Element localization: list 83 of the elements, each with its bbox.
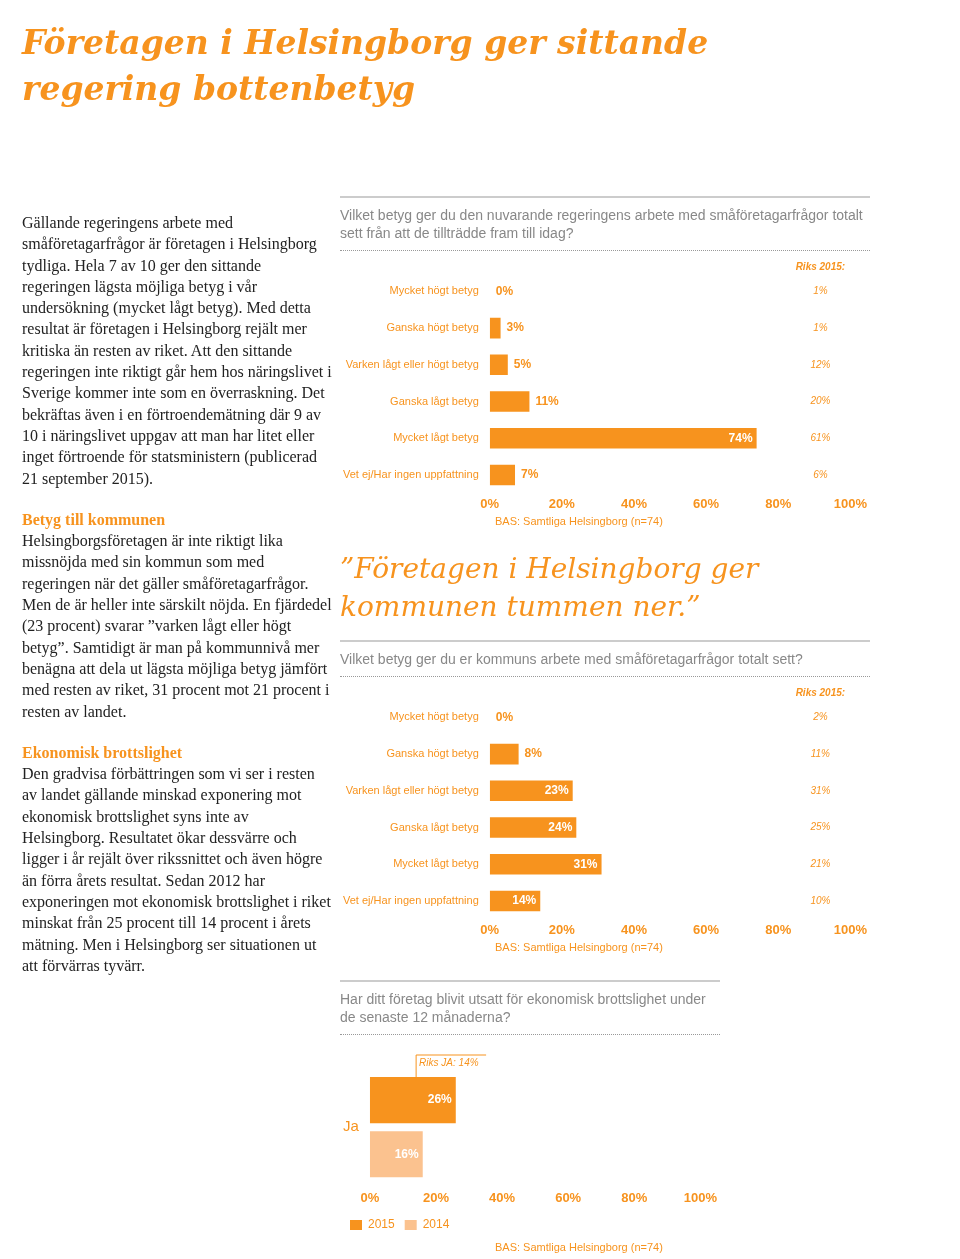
x-tick-label: 80% xyxy=(765,921,792,937)
data-label: 7% xyxy=(521,467,539,482)
text: BAS: Samtliga Helsingborg (n=74) xyxy=(495,941,664,953)
annotation: 2% xyxy=(812,711,828,723)
text: BAS: Samtliga Helsingborg (n=74) xyxy=(495,515,664,527)
annotation: 11% xyxy=(810,747,831,759)
annotation: 21% xyxy=(809,858,831,870)
annotation: 12% xyxy=(810,358,831,370)
y-tick-label: Varken lågt eller högt betyg xyxy=(345,357,479,370)
data-label: 31% xyxy=(573,856,598,871)
data-label: 14% xyxy=(512,893,537,908)
text: Helsingborgsföretagen är inte riktigt lika missnöjda med sin kommun som med regeringen när det gäller småföretagarfrågor. Men de är heller inte särskilt nöjda. En fjärdedel (23 procent) svarar ”varken lågt eller högt betyg”. Samtidigt är man på kommunnivå mer benägna att dela ut lägsta möjliga betyg jämfört med resten av riket, 31 procent mot 21 procent i resten av landet. xyxy=(22,532,332,720)
annotation: 25% xyxy=(809,821,831,833)
x-tick-label: 0% xyxy=(360,1189,380,1205)
chart-title: Vilket betyg ger du er kommuns arbete med småföretagarfrågor totalt sett? xyxy=(340,640,870,677)
y-tick-label: Ganska lågt betyg xyxy=(390,820,479,833)
annotation: 10% xyxy=(810,894,831,906)
x-tick-label: 60% xyxy=(693,921,720,937)
bar xyxy=(489,317,501,339)
y-tick-label: Mycket högt betyg xyxy=(389,284,479,297)
text: Betyg till kommunen xyxy=(22,509,167,531)
x-tick-label: 100% xyxy=(683,1189,718,1205)
x-tick-label: 60% xyxy=(555,1189,582,1205)
x-tick-label: 20% xyxy=(422,1189,450,1205)
x-tick-label: 100% xyxy=(833,921,868,937)
annotation: 20% xyxy=(809,395,831,407)
text: Den gradvisa förbättringen som vi ser i resten av landet gällande minskad exponering mot ekonomisk brottslighet syns inte av Helsingborg. Resultatet ökar dessvärre och ligger i år rejält över rikssnittet och även högre än förra årets resultat. Sedan 2012 har exponeringen mot ekonomisk brottslighet i riket minskat från 25 procent till 14 procent i årets mätning. Men i Helsingborg ser situationen ut att förvärras tyvärr. xyxy=(22,765,331,974)
bar xyxy=(489,354,508,376)
y-tick-label: Mycket lågt betyg xyxy=(393,431,479,444)
text: Riks 2015: xyxy=(795,260,846,272)
bar xyxy=(489,743,519,765)
chart-title: Har ditt företag blivit utsatt för ekonomisk brottslighet under de senaste 12 månaderna? xyxy=(340,980,720,1035)
y-tick-label: Mycket högt betyg xyxy=(389,710,479,723)
data-label: 5% xyxy=(513,357,532,372)
data-label: 26% xyxy=(427,1092,453,1107)
annotation: 61% xyxy=(810,432,831,444)
y-tick-label: Mycket lågt betyg xyxy=(393,857,479,870)
x-tick-label: 40% xyxy=(489,1189,516,1205)
data-label: 16% xyxy=(394,1146,420,1161)
y-tick-label: Ja xyxy=(343,1117,360,1135)
text: Gällande regeringens arbete med småföretagarfrågor är företagen i Helsingborg tydliga. Hela 7 av 10 ger den sittande regeringen lägsta möjliga betyg i vår undersökning (mycket lågt betyg). Med detta resultat är företagen i Helsingborg rejält mer kritiska än resten av riket. Att den sittande regeringen inte riktigt går hem hos näringslivet i Sverige kommer inte som en överraskning. Det bekräftas även i en förtroendemätning där 9 av 10 i näringslivet uppgav att man har litet eller inget förtroende för statsministern (publicerad 21 september 2015). xyxy=(22,214,332,487)
data-label: 74% xyxy=(728,430,753,445)
text: Företagen i Helsingborg ger sittande regering bottenbetyg xyxy=(22,22,710,110)
chart-subtitle: ”Företagen i Helsingborg ger kommunen tummen ner.” xyxy=(340,551,761,625)
text: Ekonomisk brottslighet xyxy=(22,742,184,764)
annotation: 31% xyxy=(810,784,831,796)
bar xyxy=(489,817,577,838)
chart-title: Vilket betyg ger du den nuvarande regeringens arbete med småföretagarfrågor totalt sett från att de tillträdde fram till idag? xyxy=(340,196,870,251)
y-tick-label: Vet ej/Har ingen uppfattning xyxy=(343,894,479,907)
x-tick-label: 0% xyxy=(480,921,500,937)
bar xyxy=(489,428,757,449)
annotation: 6% xyxy=(813,468,828,480)
data-label: 11% xyxy=(535,393,560,408)
x-tick-label: 20% xyxy=(548,921,576,937)
legend-label: 2015 xyxy=(368,1217,396,1232)
y-tick-label: Ganska högt betyg xyxy=(386,321,479,334)
annotation: 1% xyxy=(813,285,828,297)
ref-line-label: Riks JA: 14% xyxy=(419,1056,479,1068)
x-tick-label: 80% xyxy=(765,495,792,511)
legend-label: 2014 xyxy=(422,1217,450,1232)
x-tick-label: 0% xyxy=(480,495,500,511)
annotation: 1% xyxy=(813,321,828,333)
y-tick-label: Ganska lågt betyg xyxy=(390,394,479,407)
data-label: 3% xyxy=(506,320,525,335)
x-tick-label: 100% xyxy=(833,495,868,511)
y-tick-label: Ganska högt betyg xyxy=(386,747,479,760)
text: Riks 2015: xyxy=(795,686,846,698)
data-label: 0% xyxy=(495,283,514,298)
text: BAS: Samtliga Helsingborg (n=74) xyxy=(495,1241,664,1253)
data-label: 24% xyxy=(548,819,573,834)
x-tick-label: 20% xyxy=(548,495,576,511)
x-tick-label: 40% xyxy=(620,921,648,937)
y-tick-label: Vet ej/Har ingen uppfattning xyxy=(343,468,479,481)
data-label: 0% xyxy=(495,709,514,724)
y-tick-label: Varken lågt eller högt betyg xyxy=(345,783,479,796)
x-tick-label: 60% xyxy=(693,495,720,511)
bar xyxy=(489,391,530,412)
x-tick-label: 40% xyxy=(620,495,648,511)
bar xyxy=(489,464,516,486)
bar xyxy=(489,854,602,875)
data-label: 8% xyxy=(524,746,543,761)
x-tick-label: 80% xyxy=(621,1189,648,1205)
data-label: 23% xyxy=(544,783,570,798)
